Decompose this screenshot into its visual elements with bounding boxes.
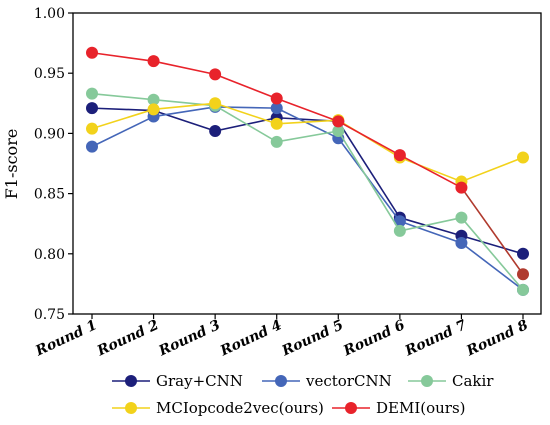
x-tick-label: Round 6	[340, 317, 407, 360]
data-point	[332, 124, 345, 137]
legend-item: MCIopcode2vec(ours)	[112, 399, 324, 417]
data-point	[393, 215, 406, 228]
data-point	[332, 115, 345, 128]
series-mciopcode2vec-ours-	[86, 97, 529, 188]
series-line-segment	[337, 130, 401, 232]
data-point	[393, 149, 406, 162]
data-point	[455, 236, 468, 249]
data-point	[86, 122, 98, 135]
series-line-segment	[399, 156, 462, 183]
series-line-segment	[91, 107, 154, 112]
data-point	[517, 283, 529, 296]
series-line-segment	[276, 97, 339, 123]
data-point	[517, 247, 529, 260]
x-tick-label: Round 3	[156, 317, 223, 360]
data-point	[147, 103, 160, 116]
x-tick-label: Round 8	[463, 317, 530, 360]
x-tick-label: Round 1	[32, 317, 99, 360]
series-line-segment	[399, 220, 462, 244]
x-tick-label: Round 4	[217, 317, 284, 360]
legend-item: DEMI(ours)	[332, 399, 466, 417]
data-point	[86, 46, 98, 59]
series-line-segment	[461, 156, 524, 183]
data-point	[455, 211, 468, 224]
legend: Gray+CNN vectorCNN Cakir MCIopcode2vec(ours…	[112, 372, 494, 417]
series-line-segment	[399, 216, 462, 237]
series-line-segment	[214, 73, 278, 100]
data-point	[147, 55, 160, 68]
data-point	[270, 102, 283, 115]
y-tick-label: 0.90	[34, 126, 65, 142]
legend-marker	[345, 402, 357, 414]
series-line-segment	[460, 242, 524, 291]
data-point	[147, 93, 160, 106]
legend-label: vectorCNN	[305, 372, 392, 390]
data-point	[393, 224, 406, 237]
data-point	[455, 181, 468, 194]
y-tick-label: 0.75	[34, 307, 65, 323]
x-tick-label: Round 2	[94, 317, 161, 360]
series-line-segment	[276, 119, 339, 125]
legend-item: vectorCNN	[262, 372, 392, 390]
data-point	[517, 268, 529, 281]
legend-marker	[421, 375, 433, 387]
series-line-segment	[91, 115, 154, 148]
legend-item: Gray+CNN	[112, 372, 243, 390]
y-tick-label: 0.85	[34, 187, 65, 203]
x-tick-label: Round 5	[279, 317, 346, 360]
series-line-segment	[91, 51, 154, 62]
series-line-segment	[461, 234, 524, 255]
data-point	[270, 117, 283, 130]
series-line-segment	[153, 102, 216, 111]
legend-label: Gray+CNN	[156, 372, 243, 390]
series-line-segment	[337, 120, 401, 156]
legend-item: Cakir	[408, 372, 494, 390]
series-line-segment	[91, 92, 154, 101]
plot-frame	[72, 12, 542, 315]
legend-marker	[275, 375, 287, 387]
series-line-segment	[214, 102, 277, 125]
y-axis-title: F1-score	[2, 129, 21, 200]
series-line-segment	[153, 106, 216, 118]
series-line-segment	[276, 130, 339, 143]
series-line-segment	[153, 60, 216, 76]
legend-label: DEMI(ours)	[376, 399, 466, 417]
data-point	[209, 124, 222, 137]
series-demi-ours-	[86, 46, 529, 281]
series-line-segment	[460, 187, 524, 275]
y-tick-label: 0.95	[34, 66, 65, 82]
data-point	[209, 68, 222, 81]
data-point	[270, 92, 283, 105]
series-line-segment	[399, 154, 462, 189]
data-point	[86, 140, 98, 153]
x-tick-label: Round 7	[402, 317, 469, 360]
data-point	[517, 151, 529, 164]
legend-label: Cakir	[452, 372, 494, 390]
series-line-segment	[214, 105, 278, 143]
series-line-segment	[91, 108, 154, 130]
y-tick-label: 1.00	[34, 6, 65, 22]
series-line-segment	[337, 120, 401, 219]
legend-marker	[125, 402, 137, 414]
series-line-segment	[460, 217, 524, 291]
data-point	[270, 135, 283, 148]
legend-label: MCIopcode2vec(ours)	[156, 399, 324, 417]
data-point	[86, 87, 98, 100]
series-line-segment	[399, 216, 462, 232]
data-point	[86, 102, 98, 115]
legend-marker	[125, 375, 137, 387]
series-line-segment	[153, 109, 216, 132]
data-point	[209, 97, 222, 110]
y-tick-label: 0.80	[34, 247, 65, 263]
series-vectorcnn	[86, 100, 529, 296]
